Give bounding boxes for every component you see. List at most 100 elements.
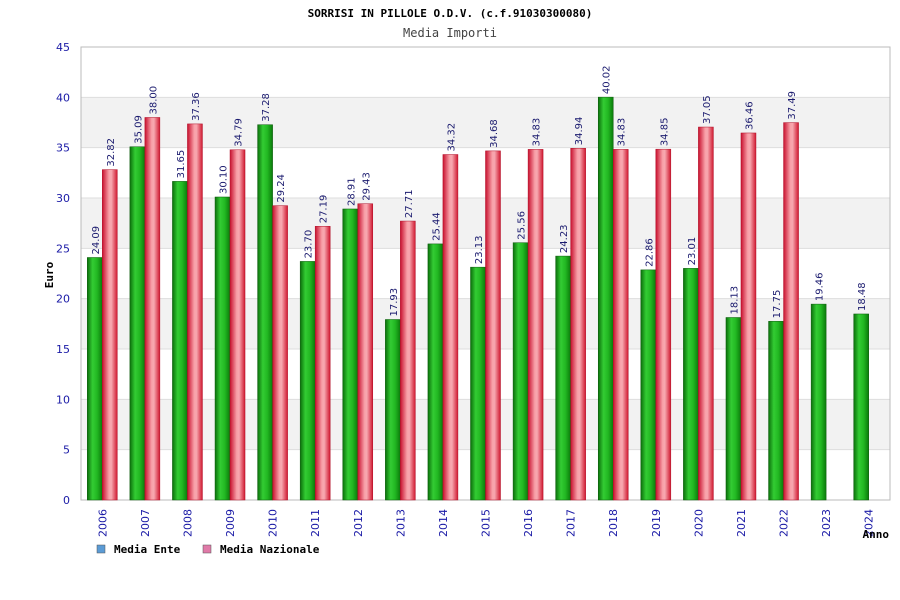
bar-media-nazionale [400, 220, 416, 501]
x-tick-label: 2009 [224, 509, 237, 537]
y-tick-label: 20 [56, 293, 70, 306]
bar-media-nazionale [527, 149, 544, 501]
data-label: 38.00 [148, 86, 159, 115]
data-label: 34.85 [659, 118, 670, 147]
x-tick-label: 2014 [437, 509, 450, 537]
bar-media-nazionale [102, 169, 118, 501]
legend-label: Media Ente [114, 543, 181, 556]
bar-media-ente [385, 319, 401, 501]
bar-media-ente [427, 243, 444, 501]
bar-media-ente [87, 257, 103, 501]
data-labels: 24.09 32.82 35.09 38.00 31.65 37.36 30.10 34.79… [91, 65, 868, 318]
x-tick-label: 2015 [480, 509, 493, 537]
bar-media-ente [853, 313, 869, 501]
bar-media-ente [257, 124, 273, 501]
bar-media-ente [810, 303, 827, 501]
bar-media-nazionale [144, 117, 161, 501]
data-label: 35.09 [133, 115, 144, 144]
data-label: 32.82 [106, 138, 117, 167]
data-label: 22.86 [644, 238, 655, 267]
chart-title: SORRISI IN PILLOLE O.D.V. (c.f.910303000… [308, 7, 593, 20]
y-tick-label: 40 [56, 91, 70, 104]
x-axis-label: Anno [863, 528, 890, 541]
data-label: 17.75 [772, 290, 783, 319]
x-tick-label: 2021 [735, 509, 748, 537]
x-tick-label: 2016 [522, 509, 535, 537]
y-tick-label: 0 [63, 494, 70, 507]
data-label: 23.13 [474, 236, 485, 265]
x-tick-label: 2012 [352, 509, 365, 537]
bar-media-ente [299, 261, 316, 501]
data-label: 29.43 [361, 172, 372, 201]
bar-media-ente [342, 208, 359, 501]
bar-media-nazionale [570, 148, 586, 501]
y-tick-label: 45 [56, 41, 70, 54]
data-label: 27.71 [404, 189, 415, 218]
data-label: 34.32 [446, 123, 457, 152]
y-axis-label: Euro [43, 261, 56, 288]
data-label: 34.94 [574, 117, 585, 146]
bar-media-nazionale [187, 123, 203, 501]
bar-media-nazionale [783, 122, 799, 501]
data-label: 40.02 [602, 65, 613, 94]
y-tick-label: 35 [56, 142, 70, 155]
y-axis: 0 5 10 15 20 25 30 35 40 45 [56, 41, 70, 507]
bar-media-ente [683, 268, 699, 501]
x-tick-label: 2007 [139, 509, 152, 537]
x-tick-label: 2024 [863, 509, 876, 537]
data-label: 18.13 [729, 286, 740, 315]
x-tick-label: 2011 [309, 509, 322, 537]
bar-media-ente [640, 269, 657, 501]
x-tick-label: 2022 [778, 509, 791, 537]
data-label: 37.28 [261, 93, 272, 122]
data-label: 23.01 [687, 237, 698, 266]
data-label: 25.56 [517, 211, 528, 240]
bar-media-ente [172, 181, 188, 501]
bar-media-ente [725, 317, 742, 501]
bar-media-ente [129, 146, 146, 501]
data-label: 27.19 [319, 195, 330, 224]
data-label: 29.24 [276, 174, 287, 203]
bar-media-nazionale [698, 126, 714, 501]
bar-media-ente [214, 196, 231, 501]
x-tick-label: 2017 [565, 509, 578, 537]
data-label: 34.83 [617, 118, 628, 147]
bar-media-ente [555, 255, 571, 501]
data-label: 25.44 [431, 212, 442, 241]
data-label: 30.10 [219, 165, 230, 194]
bars [87, 96, 869, 501]
x-tick-label: 2018 [607, 509, 620, 537]
data-label: 37.05 [702, 95, 713, 124]
data-label: 28.91 [346, 177, 357, 206]
data-label: 23.70 [304, 230, 315, 259]
y-tick-label: 15 [56, 343, 70, 356]
data-label: 34.68 [489, 119, 500, 148]
legend: Media Ente Media Nazionale [96, 543, 320, 556]
data-label: 24.23 [559, 224, 570, 253]
data-label: 24.09 [91, 226, 102, 255]
chart-subtitle: Media Importi [403, 26, 497, 40]
bar-media-nazionale [485, 150, 501, 501]
bar-media-nazionale [357, 203, 374, 501]
legend-label: Media Nazionale [220, 543, 320, 556]
bar-media-nazionale [314, 226, 331, 501]
data-label: 34.79 [234, 118, 245, 147]
y-tick-label: 25 [56, 242, 70, 255]
data-label: 37.36 [191, 92, 202, 121]
y-tick-label: 10 [56, 393, 70, 406]
bar-media-nazionale [272, 205, 288, 501]
bar-media-ente [768, 321, 784, 501]
data-label: 36.46 [744, 101, 755, 130]
x-tick-label: 2010 [267, 509, 280, 537]
bar-media-nazionale [740, 132, 757, 501]
bar-media-ente [512, 242, 529, 501]
bar-media-ente [470, 266, 486, 501]
data-label: 34.83 [532, 118, 543, 147]
data-label: 31.65 [176, 150, 187, 179]
x-tick-label: 2020 [692, 509, 705, 537]
legend-swatch [202, 544, 212, 554]
bar-media-nazionale [612, 149, 629, 501]
x-tick-label: 2008 [181, 509, 194, 537]
bar-media-nazionale [442, 154, 459, 501]
